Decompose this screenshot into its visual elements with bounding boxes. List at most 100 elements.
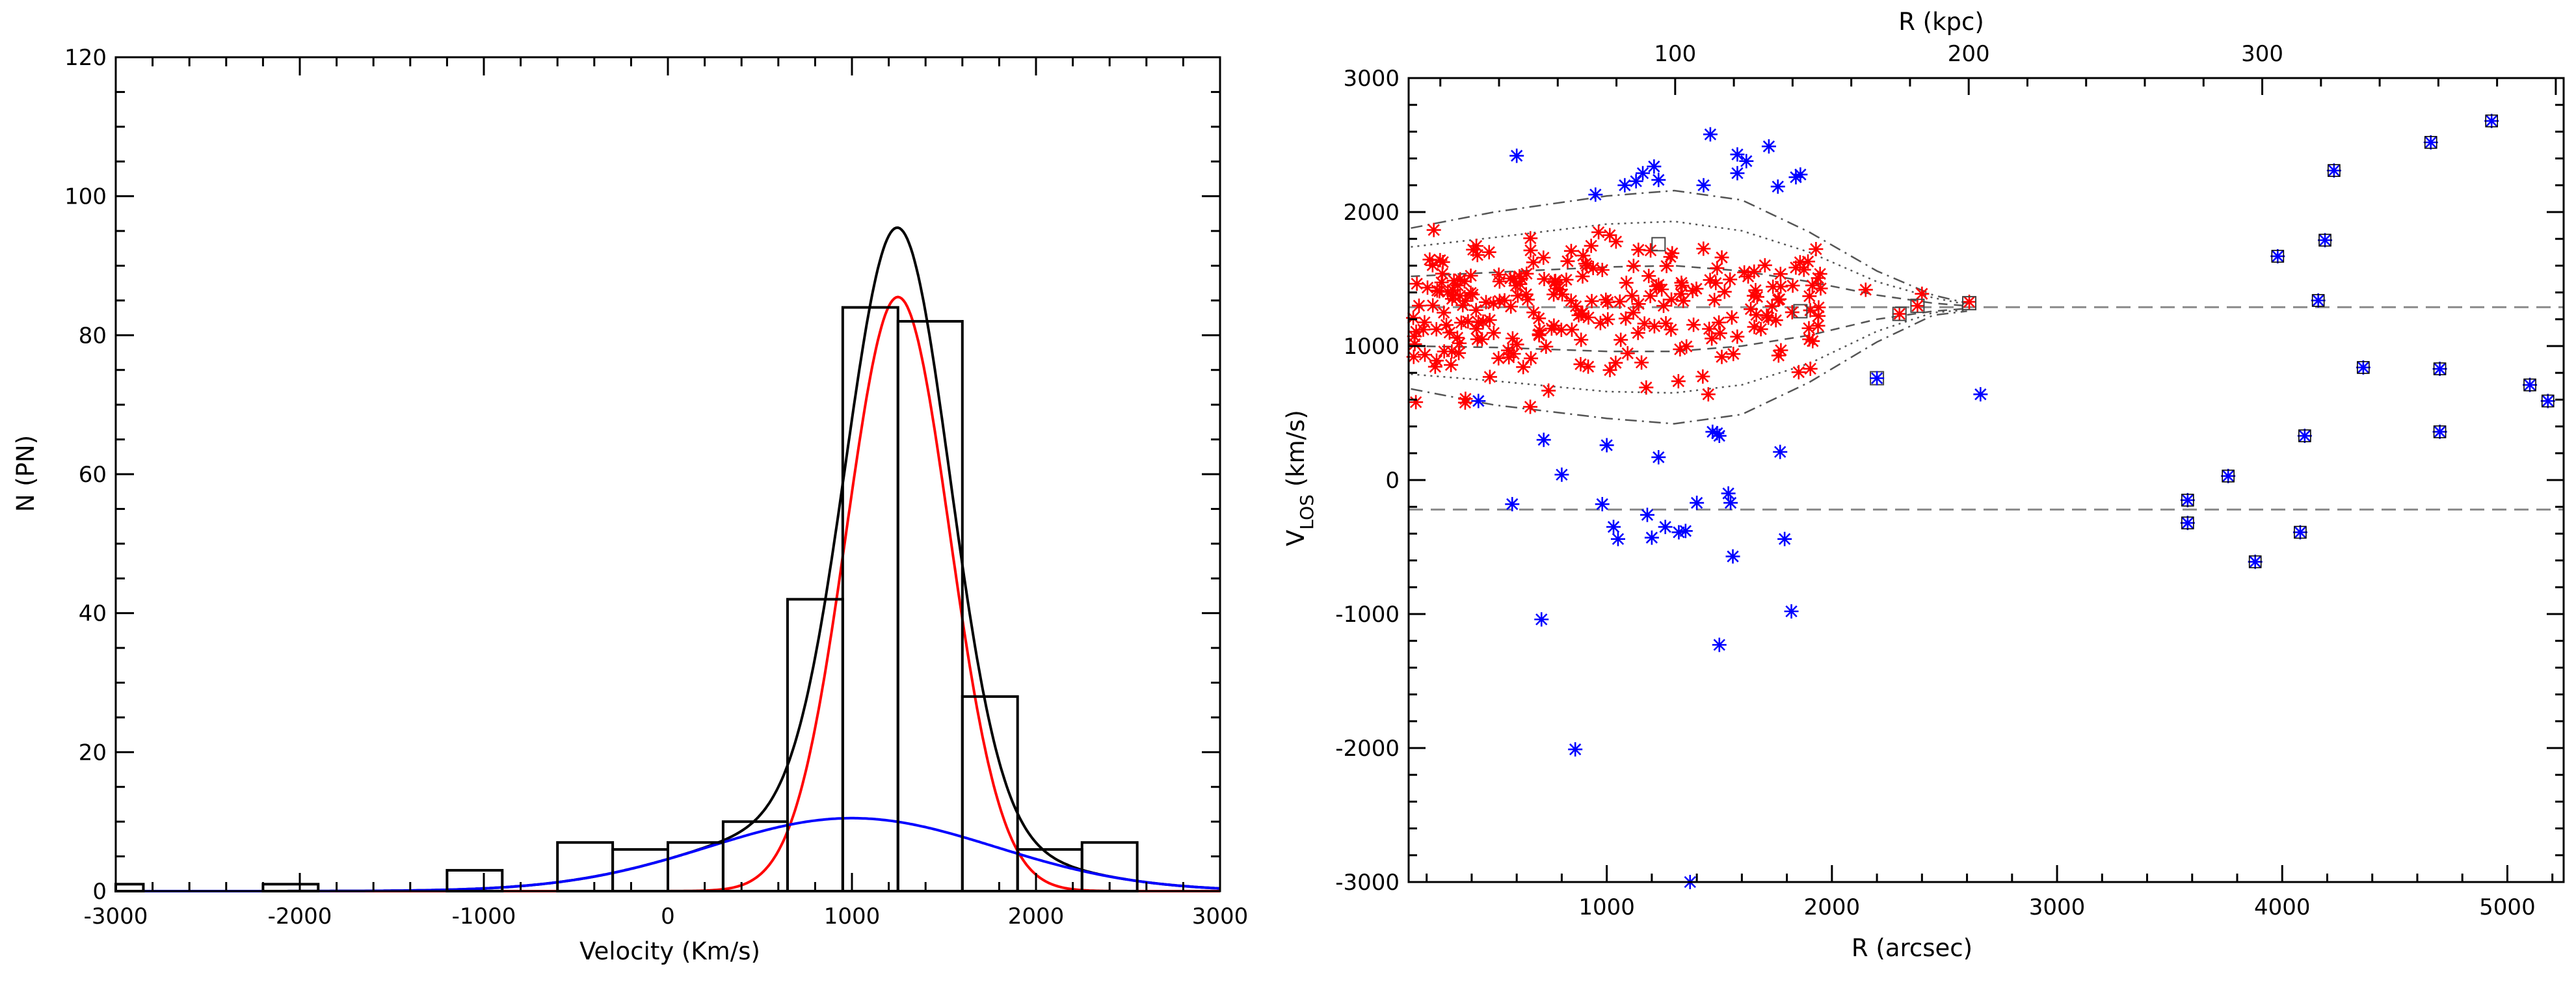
star-stroke: [1792, 366, 1805, 379]
star-stroke: [1786, 306, 1798, 319]
blue-pn-point: [1505, 497, 1520, 512]
star-stroke: [1470, 239, 1483, 252]
plot-frame: [1407, 77, 2565, 883]
star-stroke: [1710, 277, 1722, 289]
boxed-marker: [2222, 470, 2235, 483]
boxed-marker: [1793, 304, 1808, 319]
red-pn-point: [1523, 399, 1538, 414]
star-stroke: [1417, 323, 1429, 336]
red-pn-point: [1584, 238, 1599, 253]
star-stroke: [1565, 323, 1578, 336]
star-stroke: [1444, 358, 1457, 371]
red-pn-point: [1444, 344, 1459, 359]
star-stroke: [1716, 351, 1728, 363]
red-pn-point: [1559, 273, 1574, 288]
star-stroke: [1548, 275, 1561, 288]
blue-pn-point: [1610, 531, 1625, 546]
red-pn-point: [1526, 255, 1541, 270]
star-stroke: [1645, 531, 1658, 544]
red-pn-point: [1602, 228, 1617, 243]
star-stroke: [1452, 347, 1465, 359]
star-stroke: [1774, 267, 1786, 280]
red-pn-point: [1547, 274, 1562, 289]
star-stroke: [1708, 294, 1721, 306]
star-stroke: [1511, 338, 1523, 351]
star-stroke: [1520, 288, 1532, 301]
star-stroke: [1664, 250, 1677, 263]
x-tick-label: 0: [661, 903, 675, 930]
boxed-marker: [2248, 555, 2262, 569]
star-stroke: [1674, 343, 1686, 356]
star-stroke: [1587, 261, 1599, 274]
star-stroke: [1574, 308, 1587, 320]
y-label-units: (km/s): [1282, 410, 1310, 494]
star-stroke: [1521, 293, 1534, 306]
star-stroke: [1443, 327, 1456, 339]
star-stroke: [1636, 167, 1649, 180]
red-pn-point: [1802, 289, 1817, 304]
star-stroke: [1893, 308, 1905, 320]
star-stroke: [1483, 371, 1496, 383]
envelope-dotted-upper: [1411, 221, 1967, 306]
star-stroke: [1727, 348, 1740, 360]
star-stroke: [1527, 256, 1539, 269]
top-tick-label: 300: [2241, 41, 2283, 67]
star-stroke: [1644, 244, 1657, 257]
star-stroke: [1569, 300, 1582, 313]
star-stroke: [1648, 320, 1661, 332]
star-stroke: [1589, 189, 1602, 201]
star-stroke: [1711, 262, 1723, 274]
blue-pn-point: [1509, 148, 1524, 163]
star-stroke: [1643, 270, 1655, 282]
y-tick-label: -2000: [1335, 736, 1400, 762]
red-pn-point: [1418, 347, 1433, 362]
star-stroke: [1803, 322, 1815, 334]
blue-pn-point: [1784, 604, 1799, 619]
star-stroke: [1533, 312, 1545, 325]
star-stroke: [2434, 362, 2446, 375]
red-pn-point: [1406, 310, 1421, 325]
star-stroke: [1656, 283, 1668, 296]
boxed-marker: [2271, 250, 2285, 263]
star-stroke: [1706, 425, 1719, 438]
star-stroke: [1812, 301, 1825, 314]
star-stroke: [1722, 487, 1734, 500]
y-tick-label: 1000: [1343, 334, 1400, 360]
red-pn-point: [1701, 387, 1716, 402]
red-pn-point: [1516, 360, 1531, 375]
blue-pn-point: [1628, 174, 1643, 189]
star-stroke: [2328, 164, 2341, 177]
star-stroke: [2424, 136, 2437, 149]
envelope-dotted-lower: [1411, 309, 1967, 394]
blue-pn-point: [2248, 554, 2263, 569]
star-stroke: [1619, 312, 1632, 325]
red-pn-point: [1536, 250, 1551, 265]
red-pn-point: [1811, 318, 1826, 333]
boxed-marker: [1651, 237, 1666, 252]
star-stroke: [1619, 179, 1631, 191]
star-stroke: [1574, 358, 1587, 371]
star-stroke: [1778, 533, 1791, 545]
blue-pn-point: [1773, 444, 1788, 459]
star-stroke: [1505, 301, 1517, 313]
star-stroke: [1653, 174, 1665, 186]
star-stroke: [1632, 298, 1645, 310]
x-tick-label: 3000: [1192, 903, 1249, 930]
x-tick-label: 3000: [2029, 894, 2086, 920]
blue-pn-point: [1973, 387, 1988, 402]
red-pn-point: [1454, 315, 1468, 330]
red-pn-point: [1463, 268, 1478, 283]
red-pn-point: [1766, 279, 1781, 294]
red-pn-point: [1759, 308, 1774, 323]
star-stroke: [2312, 294, 2324, 307]
red-pn-point: [1591, 225, 1606, 240]
red-pn-point: [1724, 310, 1739, 325]
star-stroke: [1600, 439, 1613, 451]
star-stroke: [1596, 263, 1608, 276]
top-tick-label: 200: [1948, 41, 1990, 67]
red-pn-point: [1631, 243, 1646, 258]
red-pn-point: [1679, 339, 1694, 354]
star-stroke: [1675, 288, 1687, 300]
star-stroke: [1506, 332, 1519, 345]
blue-pn-point: [1599, 438, 1614, 453]
